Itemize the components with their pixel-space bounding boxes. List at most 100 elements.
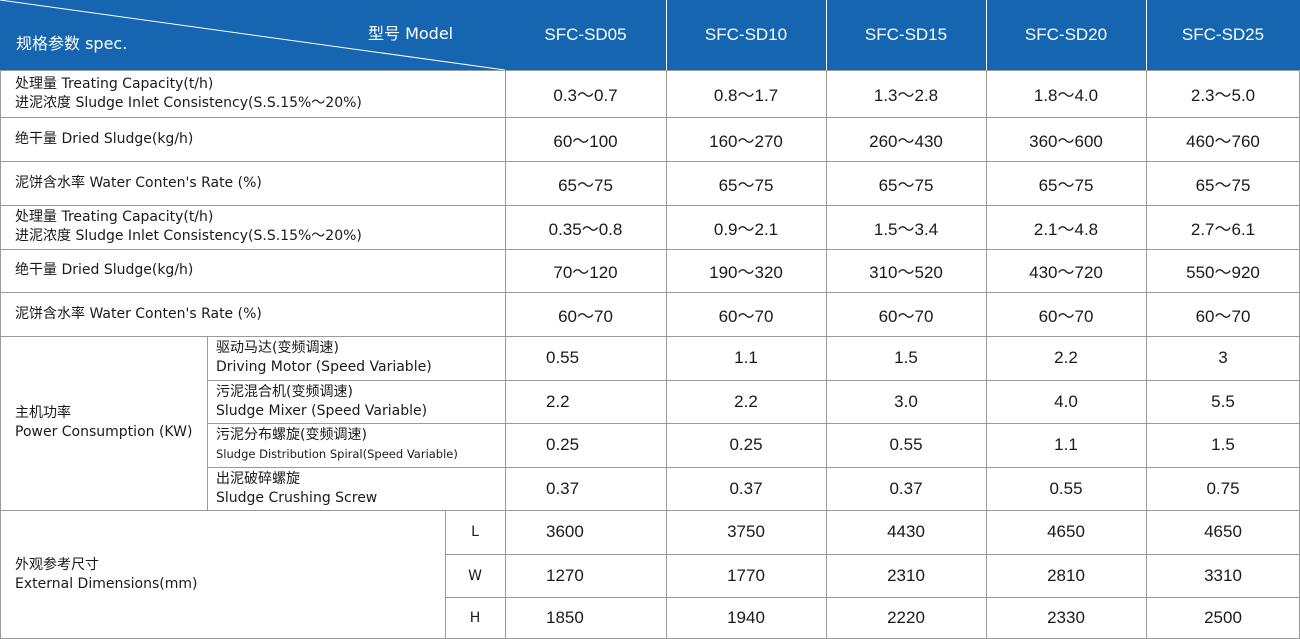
value-cell: 60～70 — [986, 292, 1146, 336]
power-value-text: 0.25 — [546, 435, 580, 454]
grid-line — [505, 70, 506, 639]
row-label-line2: 进泥浓度 Sludge Inlet Consistency(S.S.15%～20… — [15, 94, 362, 111]
value-cell: 65～75 — [666, 161, 826, 205]
value-text: 65～75 — [558, 175, 613, 195]
row-label-line1: 绝干量 Dried Sludge(kg/h) — [15, 262, 194, 278]
diagonal-divider — [0, 0, 505, 70]
grid-line — [207, 380, 1300, 381]
dimension-value-text: 1270 — [546, 565, 584, 585]
power-value-text: 2.2 — [734, 391, 758, 411]
power-value-text: 4.0 — [1054, 391, 1078, 411]
value-cell: 550～920 — [1146, 249, 1300, 292]
value-text: 0.9～2.1 — [713, 219, 779, 239]
model-header-sfc-sd10: SFC-SD10 — [666, 0, 826, 70]
value-text: 65～75 — [1195, 175, 1251, 195]
grid-line — [0, 70, 1300, 71]
value-cell: 360～600 — [986, 117, 1146, 161]
power-value-text: 0.75 — [1206, 478, 1240, 498]
value-text: 460～760 — [1186, 131, 1260, 151]
row-label-line1: 处理量 Treating Capacity(t/h) — [15, 209, 214, 225]
row-label-line1: 处理量 Treating Capacity(t/h) — [15, 75, 214, 92]
power-value-cell: 0.37 — [666, 467, 826, 510]
grid-line — [445, 554, 1300, 555]
row-label: 泥饼含水率 Water Conten's Rate (%) — [0, 292, 505, 336]
dimension-value-cell: 3750 — [666, 510, 826, 554]
model-header-sfc-sd20: SFC-SD20 — [986, 0, 1146, 70]
dimension-value-cell: 1770 — [666, 554, 826, 597]
value-cell: 0.8～1.7 — [666, 70, 826, 117]
value-cell: 260～430 — [826, 117, 986, 161]
value-cell: 65～75 — [986, 161, 1146, 205]
grid-line — [0, 70, 1, 639]
power-value-text: 0.37 — [729, 478, 763, 498]
dimension-value-cell: 2330 — [986, 597, 1146, 639]
power-value-cell: 3 — [1146, 336, 1300, 380]
power-value-cell: 2.2 — [505, 380, 666, 423]
value-text: 550～920 — [1186, 263, 1260, 282]
dimension-value-text: 3600 — [546, 522, 584, 541]
dimension-value-text: 1850 — [546, 608, 584, 627]
value-text: 65～75 — [718, 175, 774, 195]
value-cell: 0.3～0.7 — [505, 70, 666, 117]
power-sub-label-line1: 污泥分布螺旋(变频调速) — [216, 427, 367, 443]
grid-line — [0, 510, 1300, 511]
value-text: 2.1～4.8 — [1033, 219, 1099, 239]
dimension-value-cell: 1940 — [666, 597, 826, 639]
power-value-cell: 1.5 — [826, 336, 986, 380]
row-label-line1: 绝干量 Dried Sludge(kg/h) — [15, 130, 194, 147]
row-label: 绝干量 Dried Sludge(kg/h) — [0, 249, 505, 292]
power-sub-label-line2: Driving Motor (Speed Variable) — [216, 359, 432, 375]
grid-line — [0, 249, 1300, 250]
dimensions-label-line2: External Dimensions(mm) — [15, 575, 198, 592]
power-value-text: 0.55 — [1049, 478, 1083, 498]
model-header-sfc-sd25: SFC-SD25 — [1146, 0, 1300, 70]
dimension-value-text: 4430 — [887, 522, 925, 541]
row-label: 绝干量 Dried Sludge(kg/h) — [0, 117, 505, 161]
dimension-key: H — [445, 597, 505, 639]
header-separator — [666, 0, 667, 70]
value-text: 310～520 — [869, 263, 943, 282]
power-value-cell: 0.55 — [505, 336, 666, 380]
value-text: 2.7～6.1 — [1190, 219, 1256, 239]
dimension-key: W — [445, 554, 505, 597]
grid-line — [445, 597, 1300, 598]
power-value-text: 0.55 — [546, 348, 580, 367]
dimension-key-text: H — [469, 610, 481, 626]
model-header-sfc-sd15: SFC-SD15 — [826, 0, 986, 70]
value-cell: 60～70 — [826, 292, 986, 336]
model-label: 型号 Model — [368, 24, 454, 43]
row-label-line2: 进泥浓度 Sludge Inlet Consistency(S.S.15%～20… — [15, 228, 362, 244]
value-text: 60～70 — [1038, 306, 1094, 326]
grid-line — [826, 70, 827, 639]
power-value-text: 1.5 — [1211, 435, 1235, 454]
power-sub-label: 污泥分布螺旋(变频调速) Sludge Distribution Spiral(S… — [207, 423, 505, 467]
grid-line — [0, 205, 1300, 206]
value-text: 1.8～4.0 — [1033, 86, 1099, 105]
spec-label: 规格参数 spec. — [16, 34, 128, 53]
model-name: SFC-SD20 — [1024, 25, 1108, 44]
dimension-key: L — [445, 510, 505, 554]
power-value-cell: 0.37 — [826, 467, 986, 510]
power-consumption-label: 主机功率 Power Consumption (KW) — [0, 336, 207, 510]
power-value-cell: 1.1 — [666, 336, 826, 380]
value-cell: 65～75 — [826, 161, 986, 205]
dimension-key-text: W — [468, 567, 482, 584]
power-value-cell: 1.5 — [1146, 423, 1300, 467]
dimension-value-cell: 4650 — [986, 510, 1146, 554]
value-cell: 0.35～0.8 — [505, 205, 666, 249]
external-dimensions-label: 外观参考尺寸 External Dimensions(mm) — [0, 510, 445, 639]
value-cell: 2.3～5.0 — [1146, 70, 1300, 117]
header-separator — [1146, 0, 1147, 70]
power-sub-label-line2: Sludge Distribution Spiral(Speed Variabl… — [216, 447, 458, 461]
dimension-value-cell: 1270 — [505, 554, 666, 597]
value-text: 430～720 — [1029, 263, 1103, 282]
grid-line — [207, 467, 1300, 468]
dimensions-label-line1: 外观参考尺寸 — [15, 556, 99, 573]
value-cell: 60～100 — [505, 117, 666, 161]
value-text: 65～75 — [878, 175, 934, 195]
value-text: 1.3～2.8 — [873, 86, 939, 105]
dimension-key-text: L — [471, 524, 479, 540]
value-text: 190～320 — [709, 263, 783, 282]
row-label-line1: 泥饼含水率 Water Conten's Rate (%) — [15, 174, 262, 191]
power-sub-label: 驱动马达(变频调速) Driving Motor (Speed Variable) — [207, 336, 505, 380]
